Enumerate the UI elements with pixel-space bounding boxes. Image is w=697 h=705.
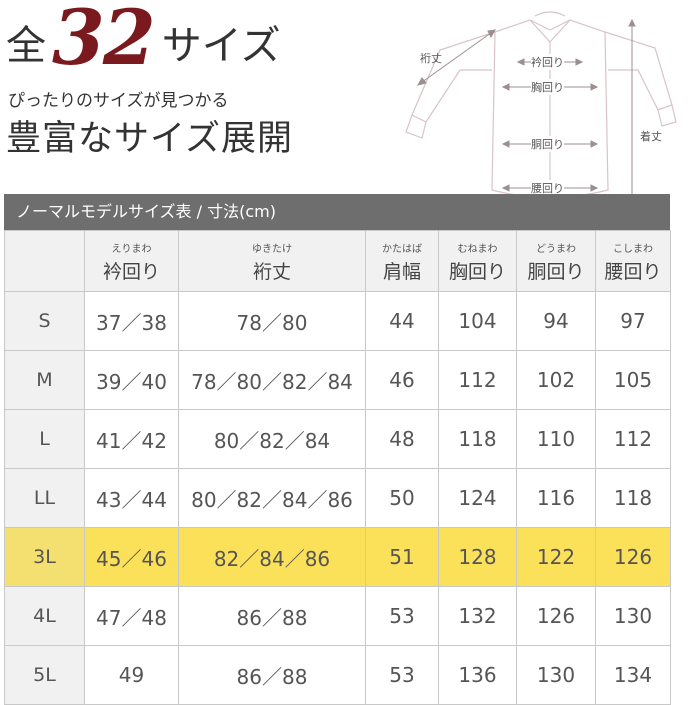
size-grid: えりまわ 衿回り ゆきたけ 裄丈 かたはば 肩幅 むねまわ 胸回り どうまわ 胴回り こし… [4, 230, 671, 705]
neck-cell: 39／40 [84, 350, 179, 410]
table-caption: ノーマルモデルサイズ表 / 寸法(cm) [4, 194, 670, 230]
size-cell: L [4, 409, 85, 469]
table-row: M 39／40 78／80／82／84 46 112 102 105 [4, 350, 671, 410]
headline-title: 豊富なサイズ展開 [6, 119, 293, 159]
neck-cell: 45／46 [84, 527, 179, 587]
label-length: 着丈 [640, 130, 662, 143]
size-cell: 3L [4, 527, 85, 587]
size-cell: S [4, 291, 85, 351]
sleeve-cell: 80／82／84／86 [178, 468, 366, 528]
shoulder-cell: 48 [365, 409, 439, 469]
header-cell-neck: えりまわ 衿回り [84, 230, 179, 292]
table-row-highlighted: 3L 45／46 82／84／86 51 128 122 126 [4, 527, 671, 587]
hip-cell: 130 [595, 586, 671, 646]
header-cell-sleeve: ゆきたけ 裄丈 [178, 230, 366, 292]
header-cell-size [4, 230, 85, 292]
header-cell-hip: こしまわ 腰回り [595, 230, 671, 292]
header-cell-chest: むねまわ 胸回り [438, 230, 517, 292]
size-cell: 5L [4, 645, 85, 705]
hip-cell: 105 [595, 350, 671, 410]
label-sleeve: 裄丈 [420, 52, 442, 65]
label-neck: 衿回り [531, 54, 564, 70]
size-cell: M [4, 350, 85, 410]
neck-cell: 49 [84, 645, 179, 705]
sleeve-cell: 82／84／86 [178, 527, 366, 587]
waist-cell: 122 [516, 527, 596, 587]
table-row: 5L 49 86／88 53 136 130 134 [4, 645, 671, 705]
label-hip: 腰回り [531, 180, 564, 196]
waist-cell: 110 [516, 409, 596, 469]
sleeve-cell: 80／82／84 [178, 409, 366, 469]
hip-cell: 97 [595, 291, 671, 351]
size-table: ノーマルモデルサイズ表 / 寸法(cm) えりまわ 衿回り ゆきたけ 裄丈 かたはば… [4, 194, 671, 705]
headline-number: 32 [52, 0, 156, 82]
size-cell: 4L [4, 586, 85, 646]
neck-cell: 37／38 [84, 291, 179, 351]
shoulder-cell: 46 [365, 350, 439, 410]
header-cell-waist: どうまわ 胴回り [516, 230, 596, 292]
headline-suffix: サイズ [161, 23, 281, 69]
shoulder-cell: 44 [365, 291, 439, 351]
sleeve-cell: 78／80 [178, 291, 366, 351]
shoulder-cell: 53 [365, 586, 439, 646]
table-row: L 41／42 80／82／84 48 118 110 112 [4, 409, 671, 469]
shoulder-cell: 53 [365, 645, 439, 705]
chest-cell: 132 [438, 586, 517, 646]
sleeve-cell: 78／80／82／84 [178, 350, 366, 410]
headline-prefix: 全 [6, 23, 46, 69]
chest-cell: 128 [438, 527, 517, 587]
waist-cell: 130 [516, 645, 596, 705]
chest-cell: 136 [438, 645, 517, 705]
table-row: 4L 47／48 86／88 53 132 126 130 [4, 586, 671, 646]
hip-cell: 118 [595, 468, 671, 528]
header-cell-shoulder: かたはば 肩幅 [365, 230, 439, 292]
table-header-row: えりまわ 衿回り ゆきたけ 裄丈 かたはば 肩幅 むねまわ 胸回り どうまわ 胴回り こし… [4, 230, 671, 292]
headline: 全 32 サイズ [6, 0, 281, 76]
waist-cell: 94 [516, 291, 596, 351]
waist-cell: 102 [516, 350, 596, 410]
label-waist: 胴回り [531, 136, 564, 152]
label-chest: 胸回り [531, 79, 564, 95]
neck-cell: 41／42 [84, 409, 179, 469]
shoulder-cell: 50 [365, 468, 439, 528]
chest-cell: 124 [438, 468, 517, 528]
sleeve-cell: 86／88 [178, 586, 366, 646]
size-cell: LL [4, 468, 85, 528]
neck-cell: 43／44 [84, 468, 179, 528]
shoulder-cell: 51 [365, 527, 439, 587]
table-row: S 37／38 78／80 44 104 94 97 [4, 291, 671, 351]
hip-cell: 134 [595, 645, 671, 705]
shirt-diagram: 裄丈 衿回り 胸回り 胴回り 腰回り 着丈 [400, 0, 697, 218]
sleeve-cell: 86／88 [178, 645, 366, 705]
chest-cell: 104 [438, 291, 517, 351]
waist-cell: 126 [516, 586, 596, 646]
neck-cell: 47／48 [84, 586, 179, 646]
chest-cell: 118 [438, 409, 517, 469]
hip-cell: 112 [595, 409, 671, 469]
table-row: LL 43／44 80／82／84／86 50 124 116 118 [4, 468, 671, 528]
waist-cell: 116 [516, 468, 596, 528]
headline-subtitle: ぴったりのサイズが見つかる [8, 91, 229, 111]
hip-cell: 126 [595, 527, 671, 587]
chest-cell: 112 [438, 350, 517, 410]
